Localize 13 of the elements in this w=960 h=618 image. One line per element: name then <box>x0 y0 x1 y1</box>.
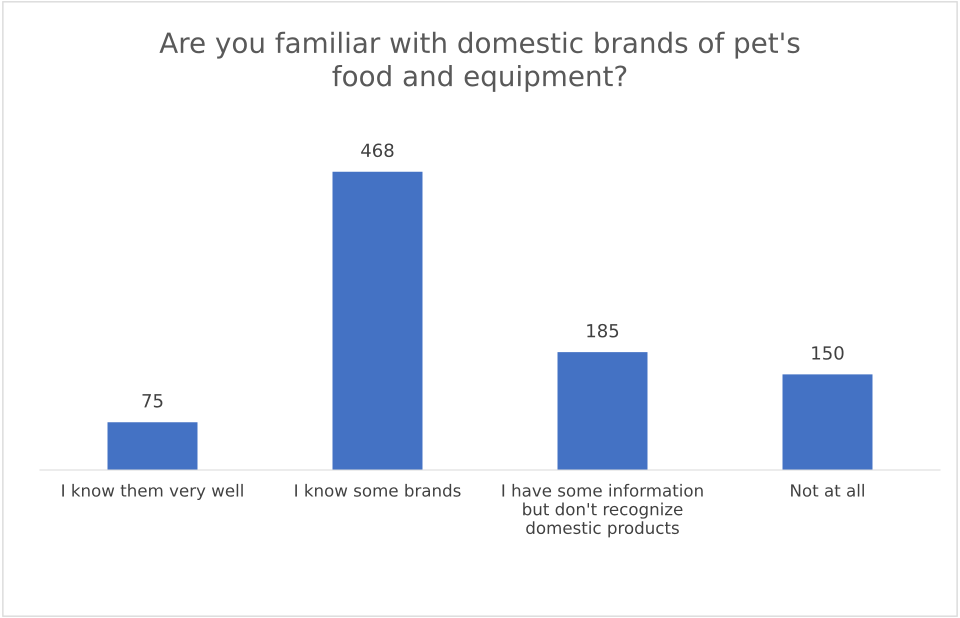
bar <box>108 422 198 470</box>
x-tick-label: I know some brands <box>295 484 461 497</box>
bar <box>782 374 872 470</box>
x-tick-label: I know them very well <box>62 484 243 500</box>
bar <box>558 352 648 470</box>
chart-title: Are you familiar with domestic brands of pet's food and equipment? <box>159 32 800 92</box>
data-label: 75 <box>142 394 162 408</box>
data-label: 185 <box>587 324 618 338</box>
data-label: 150 <box>812 346 844 360</box>
x-tick-label: I have some information but don't recognize domestic products <box>502 484 703 538</box>
bar <box>332 172 422 470</box>
data-label: 468 <box>361 143 394 158</box>
x-tick-label: Not at all <box>791 484 864 497</box>
